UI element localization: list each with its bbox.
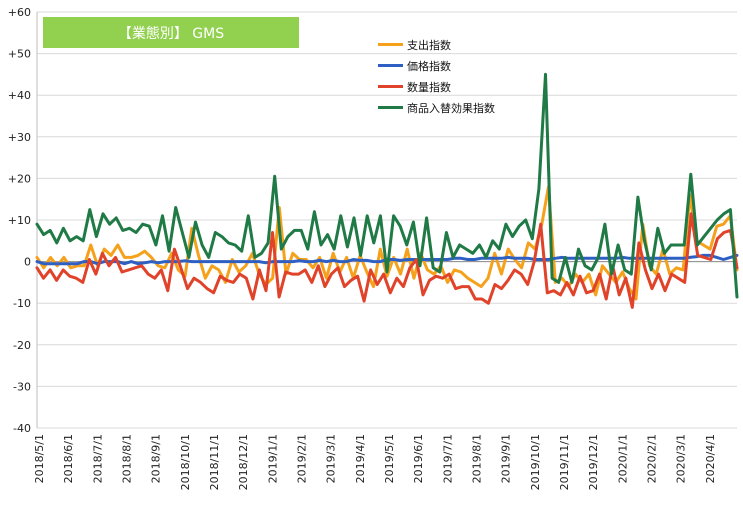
legend-item-replacement: 商品入替効果指数 — [378, 97, 495, 118]
x-tick-label: 2019/5/1 — [383, 434, 396, 483]
x-tick-label: 2019/6/1 — [412, 434, 425, 483]
x-tick-label: 2020/4/1 — [704, 434, 717, 483]
legend-swatch-replacement — [378, 106, 403, 109]
x-tick-label: 2018/11/1 — [208, 434, 221, 490]
series-line-2 — [35, 212, 739, 309]
y-tick-label: -30 — [13, 380, 31, 393]
y-tick-label: -20 — [13, 339, 31, 352]
x-tick-label: 2018/7/1 — [91, 434, 104, 483]
legend-label: 数量指数 — [407, 80, 451, 94]
y-tick-label: +40 — [8, 89, 31, 102]
y-tick-label: +20 — [8, 172, 31, 185]
x-tick-label: 2020/3/1 — [675, 434, 688, 483]
x-tick-label: 2018/8/1 — [121, 434, 134, 483]
x-tick-label: 2019/4/1 — [354, 434, 367, 483]
x-tick-label: 2018/9/1 — [150, 434, 163, 483]
legend-label: 商品入替効果指数 — [407, 101, 495, 115]
y-tick-label: +60 — [8, 6, 31, 19]
legend-swatch-price — [378, 64, 403, 67]
legend: 支出指数 価格指数 数量指数 商品入替効果指数 — [378, 34, 495, 118]
legend-item-quantity: 数量指数 — [378, 76, 495, 97]
series-line-0 — [35, 185, 739, 301]
x-tick-label: 2020/1/1 — [616, 434, 629, 483]
legend-item-price: 価格指数 — [378, 55, 495, 76]
x-tick-label: 2019/12/1 — [587, 434, 600, 490]
chart-title: 【業態別】 GMS — [43, 17, 299, 48]
x-tick-label: 2019/3/1 — [325, 434, 338, 483]
x-tick-label: 2019/11/1 — [558, 434, 571, 490]
x-tick-label: 2018/12/1 — [237, 434, 250, 490]
x-tick-label: 2018/6/1 — [62, 434, 75, 483]
x-tick-label: 2019/2/1 — [296, 434, 309, 483]
x-tick-label: 2019/8/1 — [471, 434, 484, 483]
y-tick-label: -40 — [13, 422, 31, 435]
legend-swatch-expenditure — [378, 43, 403, 46]
x-tick-label: 2018/10/1 — [179, 434, 192, 490]
y-tick-label: +50 — [8, 48, 31, 61]
y-tick-label: +30 — [8, 131, 31, 144]
y-tick-label: +10 — [8, 214, 31, 227]
y-tick-label: 0 — [24, 256, 31, 269]
legend-swatch-quantity — [378, 85, 403, 88]
x-tick-label: 2020/2/1 — [646, 434, 659, 483]
x-tick-label: 2019/9/1 — [500, 434, 513, 483]
x-tick-label: 2018/5/1 — [33, 434, 46, 483]
series-line-3 — [35, 72, 739, 299]
legend-label: 支出指数 — [407, 38, 451, 52]
legend-item-expenditure: 支出指数 — [378, 34, 495, 55]
y-tick-label: -10 — [13, 297, 31, 310]
x-tick-label: 2019/1/1 — [266, 434, 279, 483]
x-tick-label: 2019/7/1 — [441, 434, 454, 483]
x-tick-label: 2019/10/1 — [529, 434, 542, 490]
legend-label: 価格指数 — [407, 59, 451, 73]
